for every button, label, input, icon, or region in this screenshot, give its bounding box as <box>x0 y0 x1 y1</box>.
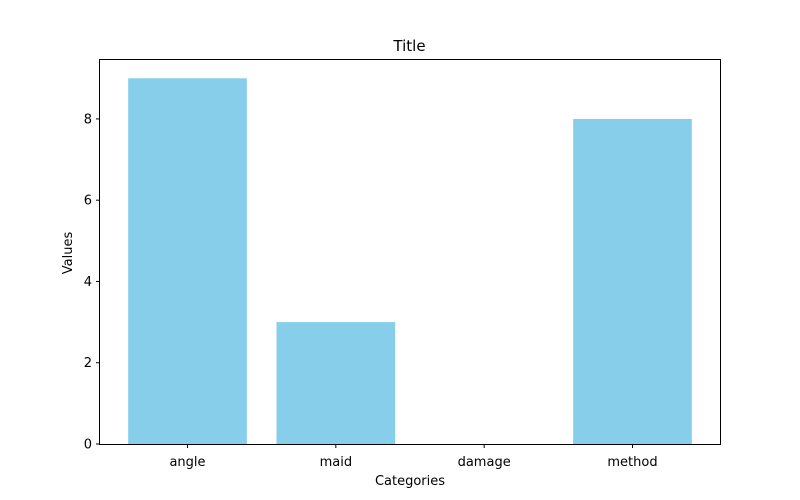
x-tick-label: damage <box>458 455 511 470</box>
y-tick-label: 4 <box>84 275 92 290</box>
x-axis-ticks: angle maid damage method <box>169 444 658 470</box>
x-tick-label: angle <box>169 455 205 470</box>
y-tick-label: 0 <box>84 438 92 453</box>
bar-angle <box>128 78 247 444</box>
x-tick-label: method <box>607 455 657 470</box>
x-axis-title: Categories <box>375 474 445 489</box>
plot-frame <box>99 59 721 445</box>
y-tick-label: 8 <box>84 112 92 127</box>
bar-maid <box>276 322 396 444</box>
x-tick-label: maid <box>320 455 353 470</box>
bars-group <box>128 78 692 445</box>
y-tick-label: 2 <box>84 356 92 371</box>
chart-title: Title <box>392 37 425 55</box>
y-axis-ticks: 0 2 4 6 8 <box>84 112 100 453</box>
bar-method <box>573 118 692 445</box>
y-tick-label: 6 <box>84 194 92 209</box>
y-axis-title: Values <box>61 232 76 275</box>
